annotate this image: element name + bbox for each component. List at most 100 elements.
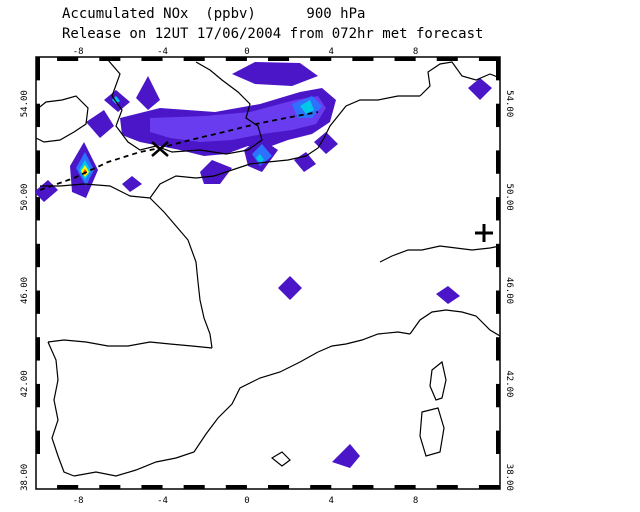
plume-kent-inner	[252, 144, 272, 166]
lat-tick-label: 50.00	[504, 184, 514, 211]
plume-band-inner	[150, 96, 326, 142]
plume-brittany	[122, 176, 142, 192]
plume-netherlands	[314, 132, 338, 154]
frame-scale-bars	[36, 57, 500, 489]
coast-portugal	[47, 341, 75, 477]
plume-kent-peak	[256, 154, 264, 163]
plume-denmark	[468, 78, 492, 100]
lon-tick-label: -4	[157, 47, 168, 57]
lon-tick-label: 8	[413, 47, 418, 57]
lon-tick-label: -8	[73, 47, 84, 57]
frame-segment	[496, 150, 500, 174]
plot-subtitle: Release on 12UT 17/06/2004 from 072hr me…	[62, 26, 484, 42]
frame-segment	[436, 57, 458, 61]
frame-segment	[99, 57, 121, 61]
plume-north-blob	[232, 62, 318, 86]
plume-wales	[86, 110, 114, 138]
lat-tick-label: 50.00	[20, 184, 30, 211]
coast-benelux	[305, 95, 420, 157]
frame-segment	[310, 485, 332, 489]
nox-plume	[36, 62, 492, 468]
lat-tick-label: 38.00	[504, 464, 514, 491]
frame-segment	[99, 485, 121, 489]
frame-segment	[36, 383, 40, 408]
frame-segment	[141, 485, 163, 489]
plume-sardinia	[332, 444, 360, 468]
frame-segment	[310, 57, 332, 61]
lon-tick-label: -4	[157, 496, 168, 506]
coast-denmark	[419, 61, 500, 97]
coast-spain-south	[73, 351, 319, 477]
lon-tick-label: -8	[73, 496, 84, 506]
frame-segment	[225, 485, 247, 489]
frame-segment	[436, 485, 458, 489]
frame-segment	[36, 430, 40, 454]
frame-segment	[36, 290, 40, 314]
lon-tick-label: 8	[413, 496, 418, 506]
frame-segment	[36, 337, 40, 361]
frame-segment	[57, 57, 79, 61]
lat-tick-label: 46.00	[20, 277, 30, 304]
plus-icon	[475, 224, 493, 242]
frame-segment	[394, 57, 416, 61]
frame-segment	[36, 57, 40, 81]
frame-segment	[496, 57, 500, 81]
coastlines	[36, 59, 500, 477]
lon-tick-label: 0	[244, 496, 249, 506]
coast-corsica	[429, 360, 447, 401]
lat-tick-label: 42.00	[20, 370, 30, 397]
frame-segment	[141, 57, 163, 61]
coast-sardinia	[419, 407, 445, 457]
coast-spain-north	[47, 339, 213, 349]
frame-segment	[496, 197, 500, 221]
frame-segment	[496, 290, 500, 314]
coast-great-britain	[107, 59, 263, 155]
coast-switzerland-alps	[379, 245, 500, 263]
frame-segment	[496, 243, 500, 268]
frame-segment	[352, 57, 374, 61]
frame-segment	[352, 485, 374, 489]
lat-tick-label: 46.00	[504, 277, 514, 304]
plume-irish-sea-1	[136, 76, 160, 110]
trajectory-path	[39, 111, 319, 191]
frame-segment	[496, 337, 500, 361]
lat-tick-label: 54.00	[504, 90, 514, 117]
lat-tick-label: 42.00	[504, 370, 514, 397]
coast-biscay	[149, 197, 213, 349]
release-x-icon	[151, 141, 169, 157]
lat-tick-label: 54.00	[20, 90, 30, 117]
frame-segment	[36, 197, 40, 221]
lon-tick-label: 4	[329, 496, 334, 506]
lat-ticks-left: 54.00 50.00 46.00 42.00 38.00	[20, 90, 30, 491]
frame-segment	[36, 243, 40, 268]
plume-italy	[436, 286, 460, 304]
plume-band-peak	[300, 100, 314, 114]
frame-segment	[478, 485, 500, 489]
frame-segment	[36, 103, 40, 128]
lon-tick-label: 0	[244, 47, 249, 57]
frame-segment	[496, 103, 500, 128]
frame-segment	[496, 383, 500, 408]
coast-med-france	[317, 331, 411, 353]
coast-ireland	[36, 95, 89, 143]
frame-segment	[183, 57, 205, 61]
frame-segment	[478, 57, 500, 61]
lat-ticks-right: 54.00 50.00 46.00 42.00 38.00	[504, 90, 514, 491]
lon-ticks-bottom: -8 -4 0 4 8	[73, 496, 419, 506]
frame-segment	[268, 57, 290, 61]
frame-segment	[57, 485, 79, 489]
coast-balearics	[270, 451, 291, 467]
plot-title: Accumulated NOx (ppbv) 900 hPa	[62, 6, 366, 22]
frame-segment	[496, 430, 500, 454]
coast-italy-west	[409, 309, 500, 337]
plume-channel	[200, 160, 232, 184]
lat-tick-label: 38.00	[20, 464, 30, 491]
frame-segment	[394, 485, 416, 489]
lon-tick-label: 4	[329, 47, 334, 57]
frame-segment	[268, 485, 290, 489]
plume-central-france	[278, 276, 302, 300]
frame-segment	[225, 57, 247, 61]
coast-france-north	[40, 155, 307, 199]
frame-segment	[183, 485, 205, 489]
